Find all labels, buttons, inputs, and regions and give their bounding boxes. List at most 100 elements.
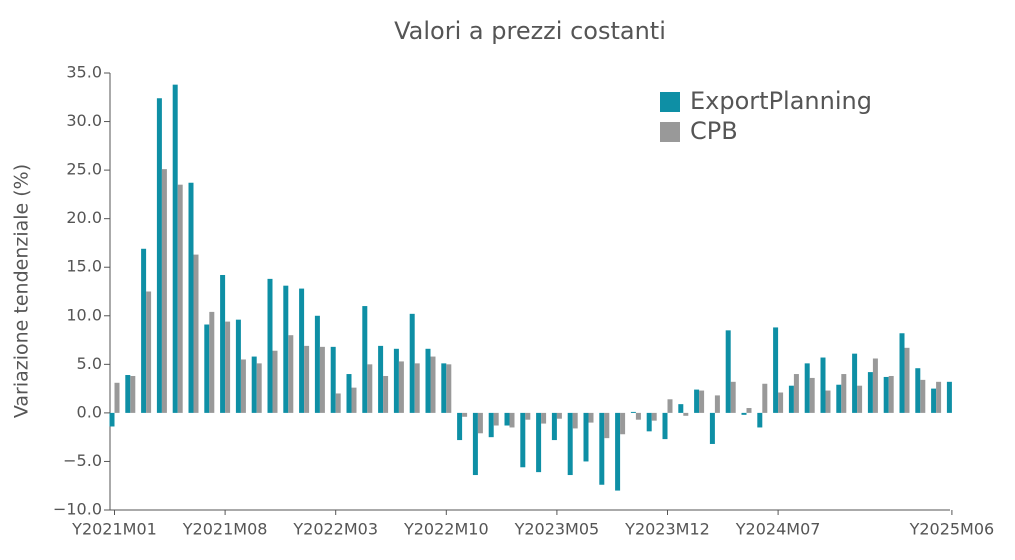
bar (240, 359, 246, 413)
legend-swatch (660, 92, 680, 112)
bar (556, 412, 562, 419)
y-tick-label: 0.0 (77, 402, 102, 421)
bar (188, 182, 194, 413)
bar (161, 169, 167, 413)
bar (141, 248, 147, 413)
bar (804, 363, 810, 413)
bar (635, 412, 641, 420)
bar (146, 291, 152, 413)
bar (235, 319, 241, 413)
bar (509, 412, 515, 428)
bar (841, 374, 847, 413)
bar (362, 306, 368, 413)
bar (109, 412, 115, 427)
bar (551, 412, 557, 441)
bar (778, 392, 784, 413)
bar (857, 385, 863, 413)
bar (931, 388, 937, 413)
bar (125, 375, 131, 413)
bar (588, 412, 594, 423)
y-tick-label: 15.0 (66, 257, 102, 276)
bar (441, 363, 447, 413)
bar (667, 399, 673, 413)
bar (457, 412, 463, 441)
bar (477, 412, 483, 434)
bar (788, 385, 794, 413)
bar (130, 375, 136, 413)
y-tick-label: −5.0 (63, 451, 102, 470)
bar (493, 412, 499, 426)
bar (304, 345, 310, 413)
bar (351, 387, 357, 413)
y-tick-label: 30.0 (66, 111, 102, 130)
bar (604, 412, 610, 439)
y-tick-label: 5.0 (77, 354, 102, 373)
y-axis-label: Variazione tendenziale (%) (11, 164, 33, 418)
bar (836, 384, 842, 413)
bar (472, 412, 478, 476)
bar (809, 377, 815, 413)
bar (267, 278, 273, 413)
bar (346, 374, 352, 413)
bar (536, 412, 542, 473)
bar (899, 333, 905, 413)
bar (920, 379, 926, 413)
x-tick-label: Y2025M06 (909, 520, 995, 539)
legend-swatch (660, 122, 680, 142)
bar (699, 390, 705, 413)
bar (541, 412, 547, 424)
bar (256, 363, 262, 413)
bar (525, 412, 531, 420)
bar (630, 411, 636, 413)
bar (599, 412, 605, 485)
bar (883, 376, 889, 413)
bar (867, 372, 873, 413)
bar (762, 383, 768, 413)
legend-label: CPB (690, 117, 738, 145)
bar (225, 321, 231, 413)
bar (319, 346, 325, 413)
y-tick-label: 25.0 (66, 160, 102, 179)
chart-title: Valori a prezzi costanti (394, 17, 666, 45)
bar (620, 412, 626, 435)
bar (888, 375, 894, 413)
bar (335, 393, 341, 413)
bar (825, 390, 831, 413)
bar (446, 364, 452, 413)
y-tick-label: −10.0 (53, 500, 102, 519)
bar (714, 395, 720, 413)
bar (678, 404, 684, 413)
bar (193, 254, 199, 413)
bar (572, 412, 578, 429)
bar (646, 412, 652, 432)
bar (662, 412, 668, 440)
bar (709, 412, 715, 444)
bar (367, 364, 373, 413)
bar (746, 408, 752, 413)
bar (504, 412, 510, 426)
bar (725, 330, 731, 413)
bar (172, 84, 178, 413)
bar (820, 357, 826, 413)
bar (414, 363, 420, 413)
bar (651, 412, 657, 421)
bar (520, 412, 526, 468)
bar (393, 348, 399, 413)
bar (852, 353, 858, 413)
bar (272, 350, 278, 413)
bar (251, 356, 257, 413)
bar (773, 327, 779, 413)
x-tick-label: Y2021M08 (182, 520, 268, 539)
bar (757, 412, 763, 428)
x-tick-label: Y2021M01 (71, 520, 157, 539)
bar (383, 375, 389, 413)
bar (730, 381, 736, 413)
legend-label: ExportPlanning (690, 87, 872, 115)
bar (793, 374, 799, 413)
x-tick-label: Y2024M07 (735, 520, 821, 539)
bar (462, 412, 468, 417)
bar (946, 381, 952, 413)
bar (177, 184, 183, 413)
bar (583, 412, 589, 462)
